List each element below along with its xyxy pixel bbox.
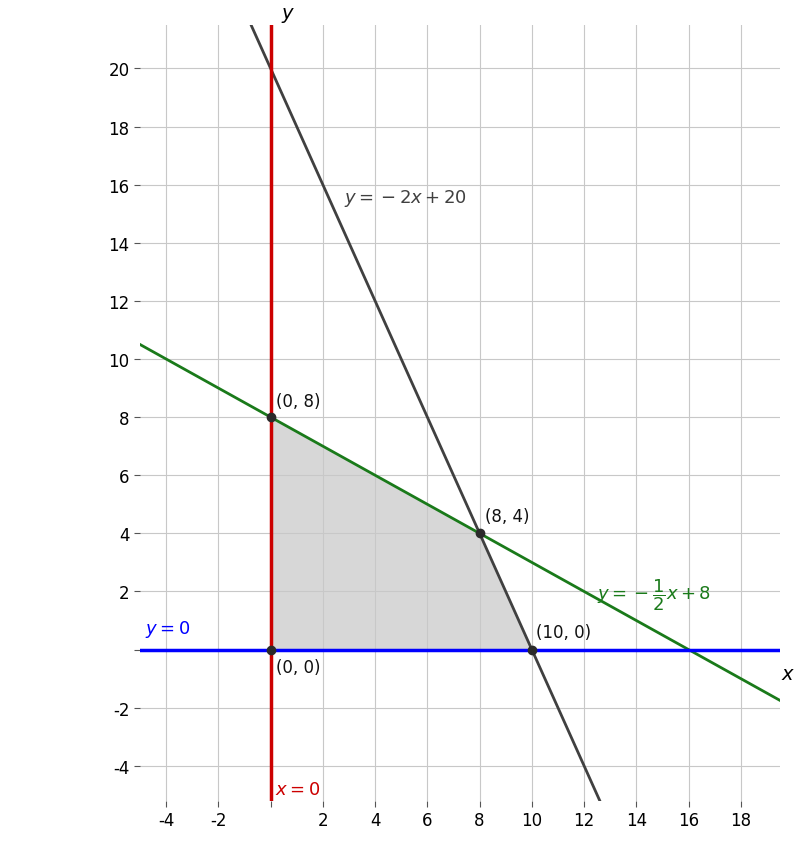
Text: $y = 0$: $y = 0$ <box>146 619 190 640</box>
Text: x: x <box>782 665 793 684</box>
Text: $y = -2x + 20$: $y = -2x + 20$ <box>344 188 466 208</box>
Text: $y = -\dfrac{1}{2}x + 8$: $y = -\dfrac{1}{2}x + 8$ <box>597 577 711 612</box>
Text: y: y <box>281 4 293 23</box>
Text: (0, 8): (0, 8) <box>276 393 320 411</box>
Text: (10, 0): (10, 0) <box>536 623 591 641</box>
Text: (0, 0): (0, 0) <box>276 658 320 676</box>
Polygon shape <box>270 418 532 650</box>
Text: (8, 4): (8, 4) <box>485 507 530 525</box>
Text: $x = 0$: $x = 0$ <box>275 780 321 798</box>
